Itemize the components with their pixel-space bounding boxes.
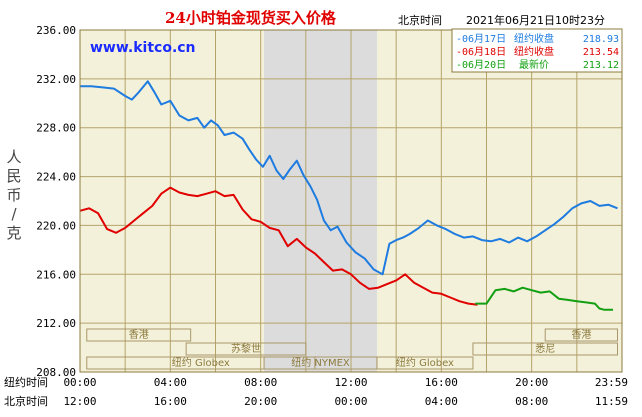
x-row-label: 纽约时间: [4, 375, 48, 389]
legend: -06月17日 纽约收盘 218.93 -06月18日 纽约收盘 213.54 -06月20…: [451, 28, 623, 73]
legend-entry-value: 213.12: [583, 60, 619, 71]
series-line: [79, 186, 478, 306]
y-axis-label-char: 民: [6, 167, 21, 185]
y-tick-label: 232.00: [36, 73, 76, 86]
session-bar: [86, 356, 316, 370]
y-tick-labels: 236.00 232.00 228.00 224.00 220.00 216.00 212.…: [36, 24, 76, 379]
chart-title: 24小时铂金现货买入价格: [165, 9, 337, 27]
x-tick-label: 08:00: [515, 395, 548, 408]
plot-frame: [79, 29, 623, 373]
x-tick-label: 20:00: [515, 376, 548, 389]
x-tick-label: 23:59: [595, 376, 628, 389]
x-tick-label: 00:00: [334, 395, 367, 408]
x-tick-label: 20:00: [244, 395, 277, 408]
x-tick-labels: 纽约时间 00:00 04:00 08:00 12:00 16:00 20:00 23:59 北…: [4, 375, 628, 408]
timestamp-label: 北京时间: [398, 13, 442, 27]
legend-entry-name: -06月18日: [456, 46, 506, 58]
session-label: 香港: [571, 329, 591, 341]
legend-entry-value: 218.93: [583, 34, 619, 45]
y-axis-label: 人民币/克: [6, 148, 21, 242]
y-axis-label-char: 人: [6, 148, 21, 166]
x-tick-label: 00:00: [63, 376, 96, 389]
legend-entry-name: -06月20日: [456, 59, 506, 71]
legend-entry-value: 213.54: [583, 47, 619, 58]
legend-entry-tag: 纽约收盘: [514, 32, 554, 45]
x-tick-label: 12:00: [334, 376, 367, 389]
y-tick-label: 212.00: [36, 317, 76, 330]
x-row-label: 北京时间: [4, 394, 48, 408]
grid-lines: [79, 29, 623, 373]
x-tick-label: 12:00: [63, 395, 96, 408]
legend-entry-name: -06月17日: [456, 33, 506, 45]
legend-entry-tag: 纽约收盘: [514, 45, 554, 58]
session-label: 纽约 Globex: [396, 356, 454, 369]
y-tick-label: 208.00: [36, 366, 76, 379]
x-tick-label: 16:00: [154, 395, 187, 408]
series-line: [80, 80, 618, 276]
y-tick-label: 220.00: [36, 219, 76, 232]
legend-box: [451, 28, 623, 73]
session-bar: [544, 328, 618, 342]
y-tick-label: 228.00: [36, 122, 76, 135]
session-label: 苏黎世: [231, 342, 261, 355]
y-axis-label-char: /: [11, 205, 17, 223]
y-tick-label: 216.00: [36, 268, 76, 281]
y-tick-label: 224.00: [36, 171, 76, 184]
x-tick-label: 08:00: [244, 376, 277, 389]
session-label: 纽约 NYMEX: [291, 356, 350, 369]
session-label: 香港: [129, 329, 149, 341]
x-tick-label: 11:59: [595, 395, 628, 408]
session-bar: [185, 342, 307, 356]
y-axis-label-char: 克: [6, 224, 21, 242]
series-line: [475, 286, 613, 311]
series-lines: [79, 80, 618, 311]
x-tick-label: 04:00: [154, 376, 187, 389]
y-tick-label: 236.00: [36, 24, 76, 37]
brand-watermark: www.kitco.cn: [90, 40, 196, 56]
y-axis-label-char: 币: [6, 186, 21, 204]
session-bar: [86, 328, 192, 342]
legend-entry-tag: 最新价: [519, 58, 549, 71]
session-label: 悉尼: [535, 343, 555, 355]
nymex-shaded-band: [264, 30, 377, 372]
timestamp: 2021年06月21日10时23分: [466, 13, 605, 27]
x-tick-label: 16:00: [425, 376, 458, 389]
x-tick-label: 04:00: [425, 395, 458, 408]
session-label: 纽约 Globex: [172, 356, 230, 369]
session-bar: [376, 356, 474, 370]
session-bar: [472, 342, 618, 356]
